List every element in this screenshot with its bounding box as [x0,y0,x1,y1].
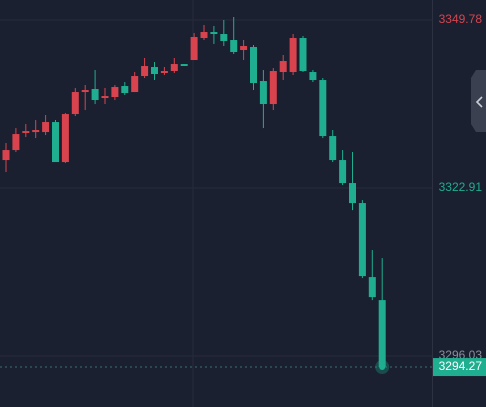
candle-body [141,66,149,77]
candle-body [339,160,347,184]
y-tick-label: 3322.91 [439,180,483,194]
candle-body [269,71,277,105]
y-tick-label: 3349.78 [439,12,483,26]
candle-body [220,34,228,42]
candle-body [358,203,366,277]
candle-body [52,122,59,163]
candle-body [190,37,198,61]
last-price-box [433,358,486,377]
candle-body [131,76,139,93]
candle-body [309,72,317,81]
candle-body [101,96,109,99]
candle-body [12,134,20,151]
candle-body [368,277,376,298]
candle-body [299,38,307,72]
candle-body [42,122,50,133]
candle-body [81,90,89,93]
candle-body [210,32,218,35]
candle-body [111,87,119,98]
candle-body [160,71,168,74]
candle-body [61,114,69,163]
candle-body [170,64,178,72]
candle-body [230,40,238,53]
candle-body [32,130,40,133]
candle-body [200,32,208,39]
candle-body [250,47,257,84]
candle-body [279,61,287,73]
candle-body [378,300,386,368]
candle-body [91,89,99,101]
candle-body [151,67,158,75]
candle-body [71,92,79,115]
collapse-tab-icon [475,96,483,108]
last-price-dot [379,364,386,371]
candle-body [289,38,297,73]
candle-body [240,46,248,51]
candle-body [329,136,337,161]
candle-body [349,183,356,204]
candle-body [319,80,327,137]
candle-body [2,150,10,161]
candle-body [259,81,267,105]
candle-body [180,64,188,67]
candle-body [22,131,30,134]
collapse-tab[interactable] [471,70,486,132]
candle-body [121,86,129,94]
last-price-label: 3294.27 [439,359,483,373]
